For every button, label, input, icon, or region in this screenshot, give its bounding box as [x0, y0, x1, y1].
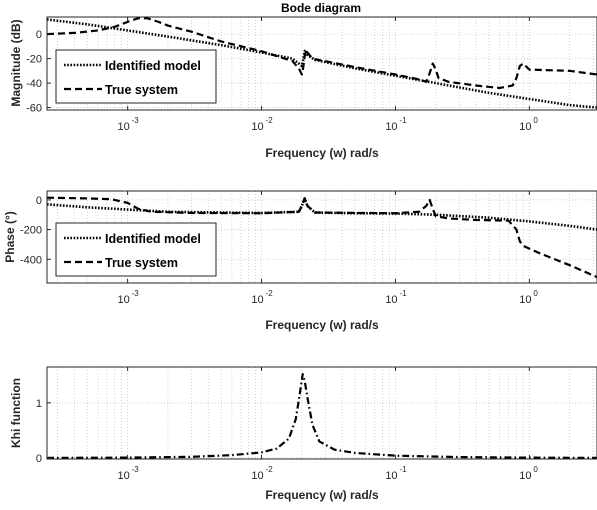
- x-tick-label: 10: [519, 294, 531, 306]
- x-tick-label: 10: [117, 470, 129, 482]
- y-tick-label: -20: [26, 54, 42, 66]
- x-tick-exponent: -2: [266, 465, 274, 474]
- y-tick-label: -200: [20, 225, 42, 237]
- y-tick-label: -400: [20, 254, 42, 266]
- axes-frame: [46, 16, 597, 111]
- x-tick-exponent: -2: [266, 116, 274, 125]
- x-axis-label: Frequency (w) rad/s: [265, 318, 379, 332]
- x-tick-label: 10: [251, 121, 263, 133]
- y-tick-label: -40: [26, 78, 42, 90]
- x-tick-label: 10: [519, 470, 531, 482]
- x-tick-exponent: 0: [533, 289, 538, 298]
- series-line-khi: [47, 373, 597, 459]
- x-axis-label: Frequency (w) rad/s: [265, 146, 379, 160]
- legend-box: [55, 222, 217, 277]
- axes-frame: [46, 366, 597, 460]
- series-group: [47, 373, 597, 459]
- x-tick-exponent: -1: [399, 116, 407, 125]
- series-group: [47, 17, 597, 109]
- y-axis-label: Phase (°): [3, 211, 17, 262]
- legend-label-true-system: True system: [105, 83, 178, 97]
- x-tick-label: 10: [251, 294, 263, 306]
- legend-box: [55, 49, 217, 104]
- y-tick-label: -60: [26, 103, 42, 115]
- x-axis-label: Frequency (w) rad/s: [265, 488, 379, 502]
- series-line-true-system: [47, 196, 597, 279]
- plot-area: [47, 367, 597, 459]
- x-tick-label: 10: [251, 470, 263, 482]
- x-tick-exponent: -3: [132, 116, 140, 125]
- x-tick-exponent: -1: [399, 465, 407, 474]
- x-tick-exponent: -1: [399, 289, 407, 298]
- legend-label-true-system: True system: [105, 256, 178, 270]
- x-tick-label: 10: [385, 294, 397, 306]
- y-axis-label: Magnitude (dB): [9, 19, 23, 106]
- figure-title: Bode diagram: [281, 1, 361, 15]
- x-tick-exponent: -2: [266, 289, 274, 298]
- legend-label-identified-model: Identified model: [105, 232, 201, 246]
- x-tick-label: 10: [117, 121, 129, 133]
- legend: Identified model True system: [55, 222, 217, 277]
- series-line-true-system: [47, 17, 597, 90]
- y-tick-label: 0: [36, 453, 42, 465]
- x-tick-exponent: -3: [132, 289, 140, 298]
- x-tick-label: 10: [519, 121, 531, 133]
- x-tick-exponent: -3: [132, 465, 140, 474]
- series-line-identified-model: [47, 18, 597, 109]
- x-tick-label: 10: [117, 294, 129, 306]
- legend: Identified model True system: [55, 49, 217, 104]
- legend-label-identified-model: Identified model: [105, 59, 201, 73]
- x-tick-exponent: 0: [533, 116, 538, 125]
- y-tick-label: 0: [36, 29, 42, 41]
- y-axis-label: Khi function: [9, 378, 23, 448]
- x-tick-label: 10: [385, 121, 397, 133]
- x-tick-exponent: 0: [533, 465, 538, 474]
- x-tick-label: 10: [385, 470, 397, 482]
- series-group: [47, 196, 597, 279]
- y-tick-label: 0: [36, 195, 42, 207]
- axes-frame: [46, 190, 597, 284]
- y-tick-label: 1: [36, 398, 42, 410]
